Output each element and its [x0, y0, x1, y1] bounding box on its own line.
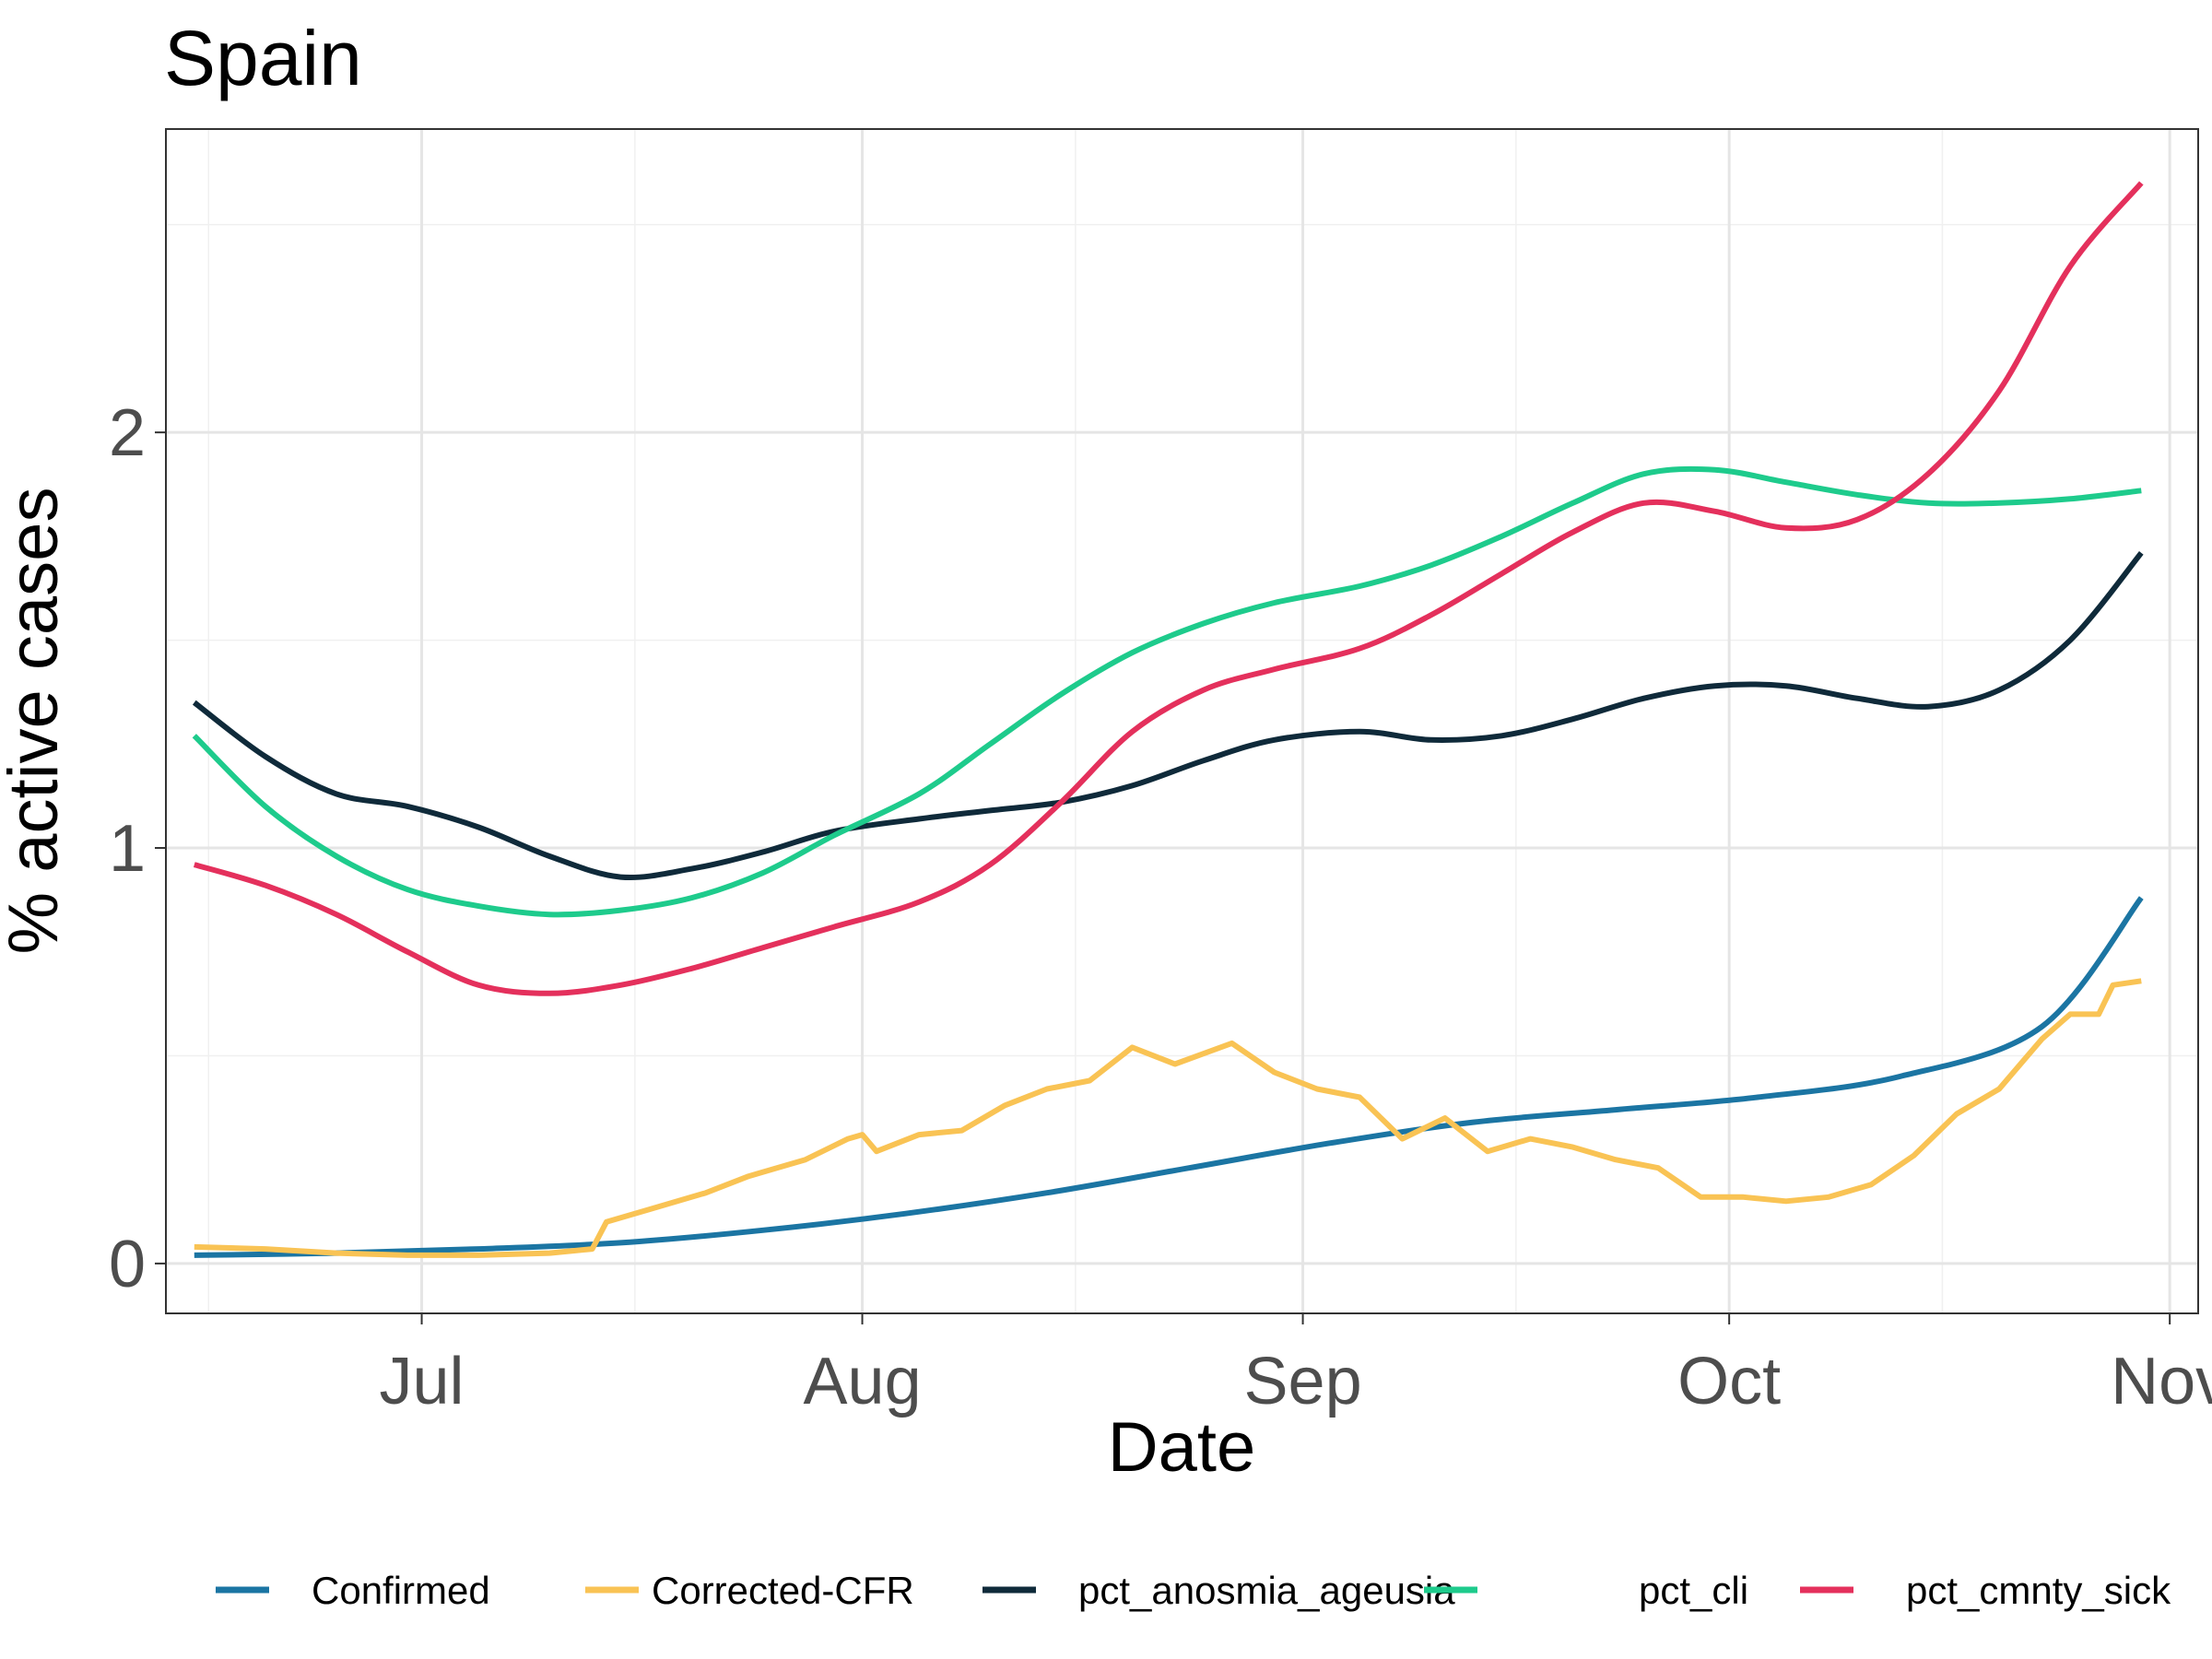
series-line-pct-anosmia-ageusia: [192, 551, 2144, 881]
series-line-confirmed: [194, 896, 2144, 1258]
y-tick-label-0: 0: [109, 1228, 146, 1301]
x-axis-title: Date: [1108, 1408, 1256, 1487]
y-axis-title: % active cases: [0, 488, 73, 955]
panel-border: [165, 128, 2199, 1314]
x-tick-label-nov: Nov: [2111, 1345, 2212, 1418]
chart-title: Spain: [164, 15, 362, 101]
legend-label-pct-cli: pct_cli: [1639, 1569, 1748, 1612]
x-tick-label-aug: Aug: [804, 1345, 922, 1418]
series-layer: [192, 181, 2144, 1258]
grid: [166, 129, 2198, 1313]
x-tick-label-sep: Sep: [1244, 1345, 1362, 1418]
y-axis: 0 1 2: [109, 396, 166, 1301]
legend-label-pct-cmnty-sick: pct_cmnty_sick: [1906, 1569, 2171, 1612]
y-tick-label-2: 2: [109, 396, 146, 470]
series-line-pct-cmnty-sick: [193, 181, 2144, 996]
legend: Confirmed Corrected-CFR pct_anosmia_ageusi…: [216, 1569, 2171, 1612]
series-line-pct-cli: [192, 465, 2142, 918]
x-tick-label-oct: Oct: [1677, 1345, 1781, 1418]
series-line-corrected-cfr: [194, 978, 2142, 1258]
legend-label-corrected-cfr: Corrected-CFR: [652, 1569, 914, 1612]
legend-label-confirmed: Confirmed: [312, 1569, 490, 1612]
legend-label-pct-anosmia-ageusia: pct_anosmia_ageusia: [1078, 1569, 1455, 1612]
y-tick-label-1: 1: [109, 812, 146, 886]
x-tick-label-jul: Jul: [380, 1345, 465, 1418]
x-axis: Jul Aug Sep Oct Nov: [380, 1313, 2212, 1418]
